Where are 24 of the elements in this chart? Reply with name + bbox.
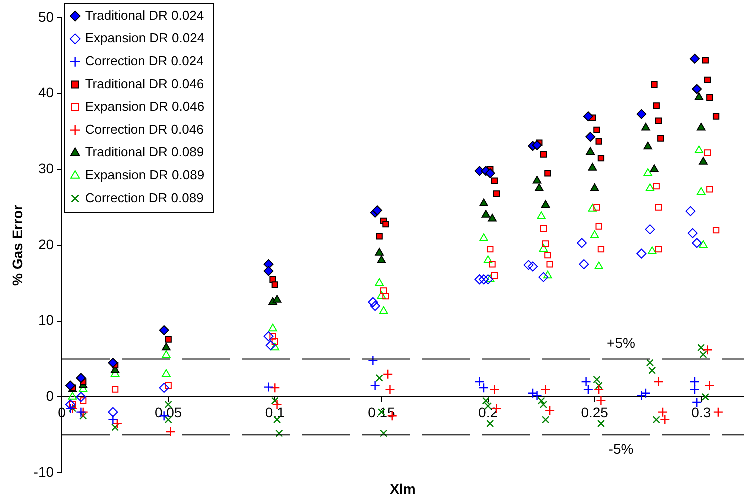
legend-label: Correction DR 0.024 bbox=[85, 53, 204, 68]
x-tick-label: 0.1 bbox=[265, 404, 286, 420]
legend-label: Expansion DR 0.089 bbox=[85, 167, 205, 182]
x-tick-label: 0.25 bbox=[581, 404, 609, 420]
legend-label: Expansion DR 0.024 bbox=[85, 30, 205, 46]
legend-label: Traditional DR 0.024 bbox=[85, 8, 204, 23]
legend-label: Correction DR 0.046 bbox=[85, 122, 204, 137]
x-tick-label: 0.3 bbox=[692, 404, 712, 420]
legend-label: Expansion DR 0.046 bbox=[85, 99, 205, 114]
y-tick-label: 50 bbox=[38, 8, 54, 25]
legend-label: Traditional DR 0.046 bbox=[85, 76, 204, 92]
y-tick-label: 40 bbox=[38, 84, 54, 101]
y-axis-title: % Gas Error bbox=[9, 204, 26, 286]
ref-line-label: -5% bbox=[608, 440, 634, 457]
x-tick-label: 0.05 bbox=[154, 404, 182, 420]
y-tick-label: 20 bbox=[38, 236, 54, 252]
legend-label: Traditional DR 0.089 bbox=[85, 144, 204, 160]
legend-label: Correction DR 0.089 bbox=[85, 190, 204, 206]
y-tick-label: 0 bbox=[46, 388, 54, 404]
y-tick-label: -10 bbox=[34, 464, 54, 480]
y-tick-label: 10 bbox=[38, 312, 54, 328]
x-axis-title: Xlm bbox=[390, 480, 416, 497]
ref-line-label: +5% bbox=[607, 335, 636, 352]
y-tick-label: 30 bbox=[38, 160, 54, 177]
